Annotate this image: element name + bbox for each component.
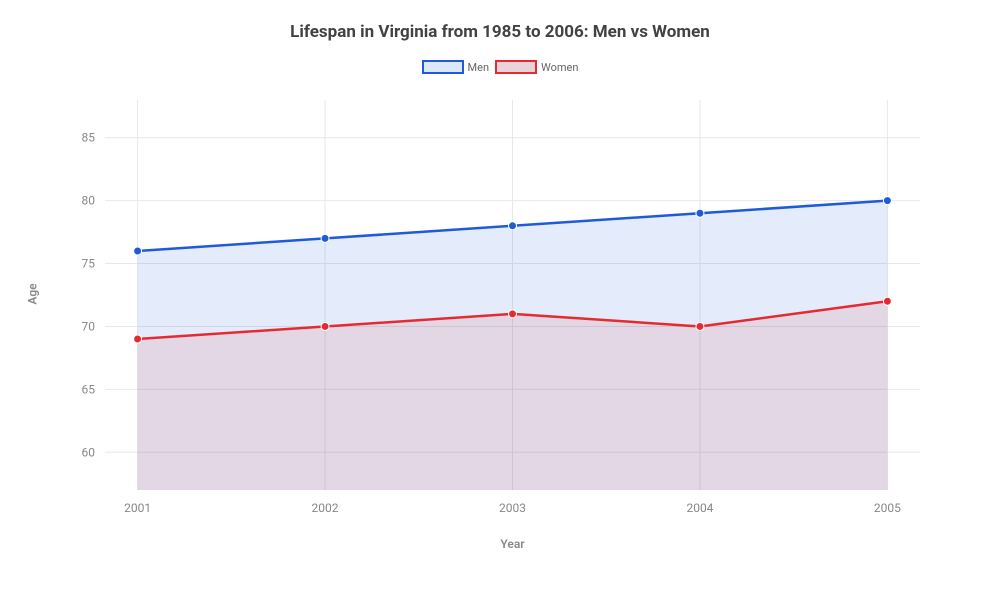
y-tick-label: 80: [82, 194, 96, 208]
chart-container: Lifespan in Virginia from 1985 to 2006: …: [0, 0, 1000, 600]
marker-men[interactable]: [883, 197, 891, 205]
y-tick-label: 75: [82, 257, 96, 271]
y-tick-label: 65: [82, 382, 96, 396]
y-axis-label: Age: [26, 283, 40, 304]
x-tick-label: 2001: [124, 501, 151, 515]
marker-women[interactable]: [509, 310, 517, 318]
legend-label-women: Women: [541, 61, 578, 74]
marker-women[interactable]: [883, 297, 891, 305]
chart-svg: 60 65 70 75 80 85 2001 2002 2003 2004 2005 Year: [70, 90, 950, 560]
marker-women[interactable]: [134, 335, 142, 343]
x-tick-label: 2003: [499, 501, 526, 515]
x-tick-label: 2002: [312, 501, 339, 515]
marker-women[interactable]: [321, 322, 329, 330]
marker-women[interactable]: [696, 322, 704, 330]
marker-men[interactable]: [509, 222, 517, 230]
plot-area: 60657075808520012002200320042005Year Age: [70, 90, 950, 520]
marker-men[interactable]: [696, 209, 704, 217]
y-tick-label: 70: [82, 319, 96, 333]
x-tick-label: 2004: [686, 501, 713, 515]
y-tick-label: 60: [82, 445, 96, 459]
x-tick-label: 2005: [874, 501, 901, 515]
legend-swatch-men: [422, 60, 464, 74]
chart-title: Lifespan in Virginia from 1985 to 2006: …: [0, 0, 1000, 42]
legend-item-women[interactable]: Women: [495, 60, 578, 74]
y-tick-label: 85: [82, 131, 96, 145]
legend-swatch-women: [495, 60, 537, 74]
legend-label-men: Men: [468, 61, 490, 74]
x-axis-label: Year: [500, 537, 525, 551]
legend-item-men[interactable]: Men: [422, 60, 490, 74]
legend: Men Women: [0, 60, 1000, 74]
marker-men[interactable]: [134, 247, 142, 255]
marker-men[interactable]: [321, 234, 329, 242]
